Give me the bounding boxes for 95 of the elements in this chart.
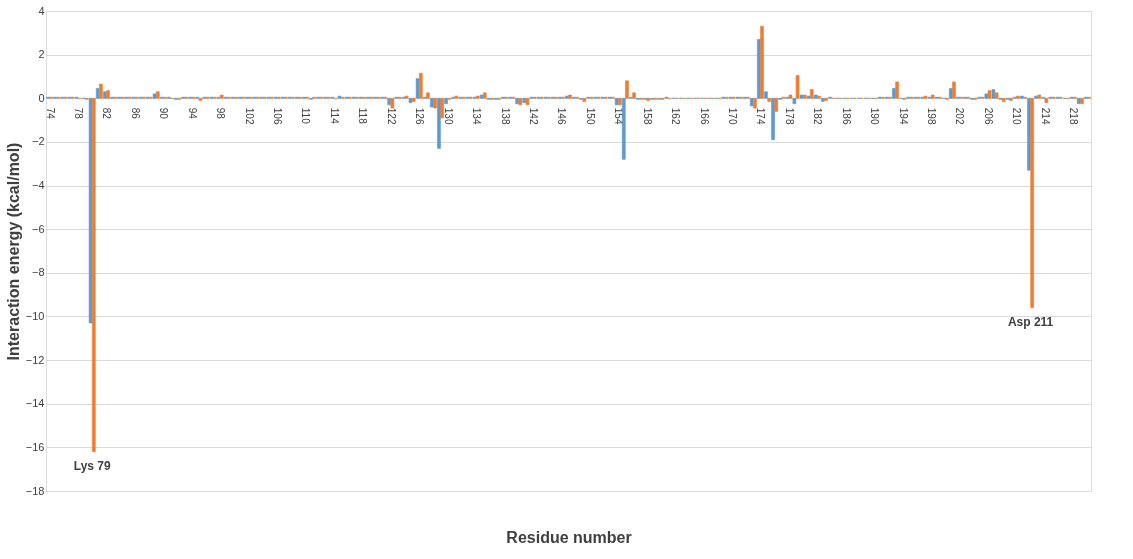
bar [774, 97, 779, 112]
y-tick-label: −10 [25, 309, 45, 322]
y-tick-label: −18 [25, 484, 45, 497]
bar [454, 95, 459, 99]
bar [618, 97, 622, 106]
bar [582, 97, 587, 102]
y-tick-label: −8 [31, 266, 45, 279]
x-tick-label: 106 [272, 107, 284, 125]
x-tick-label: 98 [215, 107, 227, 120]
x-tick-label: 214 [1039, 107, 1051, 125]
bar [419, 72, 423, 99]
y-tick-label: 0 [38, 91, 45, 104]
y-tick-label: 2 [38, 48, 45, 61]
y-tick-label: 4 [38, 4, 45, 17]
bar [767, 97, 771, 102]
bar [1080, 97, 1084, 105]
bar [771, 97, 775, 141]
bar [444, 97, 448, 105]
bar [415, 78, 420, 99]
bar [1044, 97, 1049, 103]
bar [1030, 97, 1034, 309]
bar [518, 97, 523, 106]
x-tick-label: 198 [926, 107, 938, 125]
bar [749, 97, 754, 107]
bar [479, 94, 484, 99]
bar [1037, 94, 1042, 99]
bar [88, 97, 93, 324]
bar [152, 93, 157, 99]
x-tick-label: 154 [613, 107, 625, 125]
bar [764, 91, 768, 99]
y-tick-label: −16 [25, 440, 45, 453]
x-tick-label: 162 [670, 107, 682, 125]
x-tick-label: 138 [499, 107, 511, 125]
y-tick-label: −2 [31, 135, 45, 148]
bar [895, 81, 899, 99]
bar [810, 89, 814, 99]
x-tick-label: 146 [556, 107, 568, 125]
bar [625, 80, 629, 99]
bar [1016, 95, 1020, 99]
bar [632, 92, 636, 99]
bar [1009, 97, 1013, 101]
bar [795, 75, 800, 99]
x-tick-label: 110 [300, 107, 312, 125]
bar [806, 95, 811, 99]
x-tick-label: 114 [328, 107, 340, 125]
x-tick-label: 158 [641, 107, 653, 125]
bar [390, 97, 395, 109]
x-tick-label: 134 [471, 107, 483, 125]
x-tick-label: 150 [584, 107, 596, 125]
x-tick-label: 186 [840, 107, 852, 125]
bar [760, 25, 764, 99]
y-tick-label: −14 [25, 397, 45, 410]
bar [426, 92, 430, 99]
bar [646, 97, 651, 101]
x-tick-label: 142 [527, 107, 539, 125]
bar [753, 97, 757, 109]
bar [99, 83, 103, 99]
x-axis-title: Residue number [506, 528, 632, 546]
bar [817, 95, 821, 99]
x-tick-label: 82 [101, 107, 113, 120]
y-tick-label: −4 [31, 179, 45, 192]
y-tick-label: −6 [31, 222, 45, 235]
x-tick-label: 78 [72, 107, 84, 120]
y-tick-label: −12 [25, 353, 45, 366]
x-tick-label: 94 [186, 107, 198, 120]
x-tick-label: 206 [982, 107, 994, 125]
x-tick-label: 130 [442, 107, 454, 125]
x-tick-label: 166 [698, 107, 710, 125]
x-tick-label: 202 [954, 107, 966, 125]
bar [440, 97, 444, 119]
x-tick-label: 182 [812, 107, 824, 125]
x-tick-label: 194 [897, 107, 909, 125]
x-tick-label: 90 [158, 107, 170, 120]
bar [621, 97, 626, 160]
x-tick-label: 74 [44, 107, 56, 120]
bar [952, 81, 956, 99]
x-tick-label: 178 [783, 107, 795, 125]
bar [1034, 95, 1038, 99]
x-tick-label: 118 [357, 107, 369, 125]
bar [813, 94, 818, 99]
x-tick-label: 122 [385, 107, 397, 125]
y-axis-title: Interaction energy (kcal/mol) [4, 142, 22, 361]
x-tick-label: 126 [414, 107, 426, 125]
x-tick-label: 210 [1011, 107, 1023, 125]
bar [437, 97, 441, 149]
x-tick-label: 190 [869, 107, 881, 125]
x-tick-label: 174 [755, 107, 767, 125]
bar [92, 97, 96, 453]
bar [792, 97, 797, 105]
annotation: Lys 79 [73, 458, 111, 473]
x-tick-label: 218 [1068, 107, 1080, 125]
annotation: Asp 211 [1007, 314, 1054, 329]
x-tick-label: 102 [243, 107, 255, 125]
x-tick-label: 170 [727, 107, 738, 125]
x-tick-label: 86 [129, 107, 141, 120]
